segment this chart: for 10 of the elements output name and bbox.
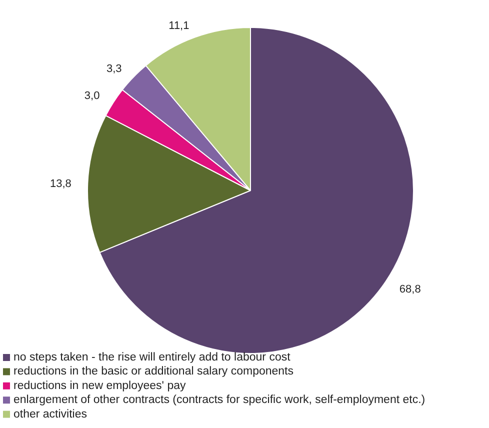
data-label: 3,0 (84, 90, 100, 102)
data-label: 68,8 (399, 284, 421, 296)
data-label: 11,1 (168, 20, 190, 32)
data-label: 13,8 (50, 178, 72, 190)
legend-label: reductions in the basic or additional salary components (14, 366, 294, 378)
legend-label: other activities (14, 408, 88, 420)
data-label: 3,3 (106, 62, 122, 75)
legend-label: enlargement of other contracts (contracts for specific work, self-employment etc.) (14, 394, 426, 406)
legend-label: reductions in new employees' pay (14, 380, 186, 392)
legend-label: no steps taken - the rise will entirely add to labour cost (14, 352, 292, 364)
